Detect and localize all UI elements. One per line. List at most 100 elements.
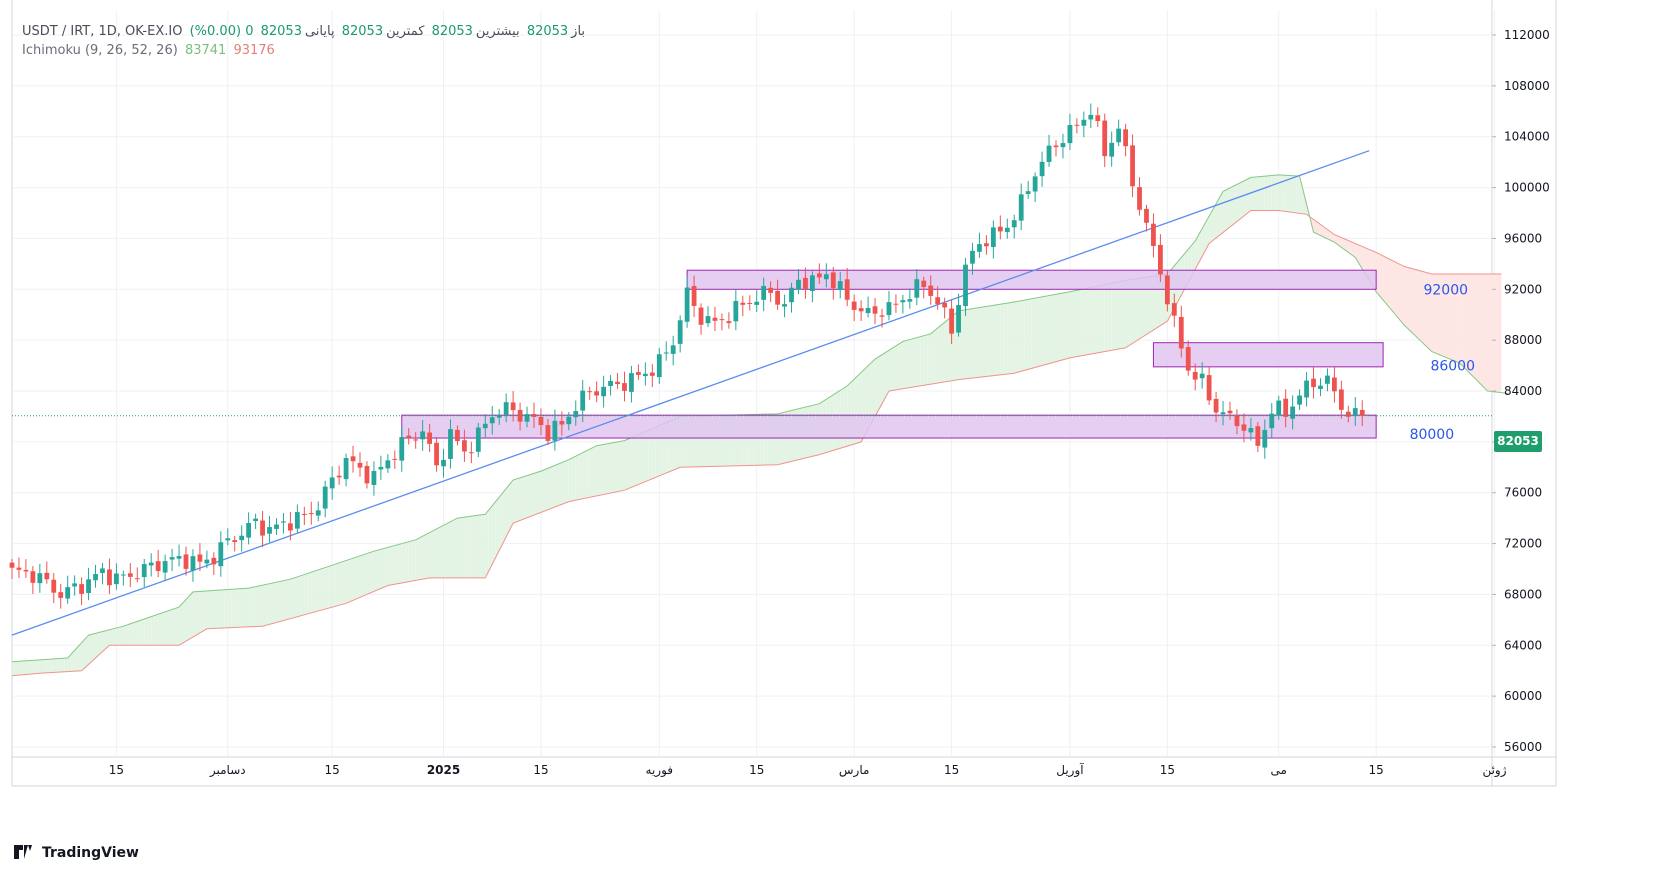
cloud-segment (527, 474, 531, 518)
candle-body (503, 402, 509, 415)
level-label[interactable]: 92000 (1423, 282, 1468, 298)
candle-body (935, 297, 941, 305)
time-axis[interactable]: 15 دسامبر 15 2025 15 فوریه 15 مارس 15 آوریل 15 می 15… (109, 762, 1507, 778)
cloud-segment (899, 341, 903, 390)
candle-body (58, 592, 64, 598)
symbol-line[interactable]: USDT / IRT, 1D, OK-EX.IO (22, 24, 183, 39)
candle-body (594, 391, 600, 396)
price-zone-rect[interactable] (1152, 342, 1384, 368)
cloud-segment (335, 562, 340, 607)
price-zone-rect[interactable] (686, 269, 1377, 290)
cloud-segment (554, 463, 559, 508)
candle-body (997, 226, 1003, 232)
cloud-segment (1348, 240, 1352, 255)
cloud-segment (297, 575, 301, 617)
candle-body (127, 573, 133, 577)
cloud-segment (1431, 274, 1436, 354)
cloud-segment (300, 574, 305, 616)
cloud-segment (1066, 291, 1070, 359)
cloud-segment (875, 356, 879, 417)
candle-body (1158, 244, 1163, 275)
candle-body (1213, 398, 1219, 413)
cloud-segment (1216, 197, 1220, 239)
candle-body (1095, 115, 1101, 122)
candle-body (1074, 124, 1080, 126)
level-labels: 92000 86000 80000 (1410, 282, 1475, 443)
cloud-segment (1323, 226, 1328, 239)
price-tick-label: 96000 (1504, 231, 1542, 245)
cloud-segment (485, 510, 489, 578)
cloud-segment (993, 304, 997, 376)
cloud-segment (224, 589, 228, 628)
candle-body (148, 562, 154, 566)
indicator-name[interactable]: Ichimoku (9, 26, 52, 26) (22, 43, 178, 58)
candle-body (886, 302, 892, 316)
level-label[interactable]: 80000 (1410, 427, 1455, 443)
cloud-segment (1111, 282, 1116, 351)
cloud-segment (1268, 175, 1272, 211)
cloud-segment (1383, 255, 1387, 305)
candle-body (93, 573, 98, 581)
candle-body (803, 277, 808, 290)
cloud-segment (603, 443, 608, 495)
trendline-line[interactable] (11, 150, 1370, 636)
cloud-segment (1477, 274, 1481, 385)
cloud-segment (60, 658, 65, 672)
indicator-legend: Ichimoku (9, 26, 52, 26) 83741 93176 (22, 41, 588, 60)
price-tick-label: 104000 (1504, 130, 1550, 144)
cloud-segment (67, 654, 72, 672)
candle-body (23, 569, 29, 572)
cloud-segment (453, 518, 458, 578)
cloud-segment (1358, 244, 1363, 269)
candle-body (183, 554, 189, 569)
cloud-segment (210, 590, 214, 629)
cloud-segment (398, 543, 402, 584)
candle-body (364, 465, 370, 484)
cloud-segment (109, 628, 113, 646)
cloud-segment (186, 595, 190, 642)
cloud-segment (506, 484, 510, 537)
candle-body (1053, 145, 1059, 148)
cloud-segment (175, 607, 180, 646)
cloud-segment (231, 589, 235, 628)
candle-body (350, 456, 356, 462)
tradingview-logo-icon (14, 845, 32, 859)
cloud-segment (85, 635, 89, 668)
brand-footer[interactable]: TradingView (14, 845, 139, 861)
cloud-segment (1379, 254, 1384, 301)
cloud-segment (1362, 246, 1366, 275)
candle-body (169, 557, 175, 560)
cloud-segment (1275, 174, 1279, 211)
candle-body (1137, 187, 1142, 210)
cloud-segment (1282, 175, 1286, 212)
cloud-segment (1484, 274, 1488, 391)
trendline[interactable] (11, 150, 1370, 636)
candle-body (253, 518, 258, 522)
cloud-segment (387, 546, 392, 586)
cloud-segment (631, 436, 635, 488)
cloud-segment (339, 561, 343, 606)
candle-body (120, 574, 126, 576)
cloud-segment (1410, 268, 1415, 335)
level-label[interactable]: 86000 (1430, 359, 1475, 375)
cloud-segment (600, 444, 604, 496)
ichimoku-cloud (11, 174, 1509, 677)
cloud-segment (1090, 286, 1095, 355)
cloud-segment (1299, 176, 1304, 214)
cloud-segment (1317, 221, 1321, 236)
cloud-segment (203, 590, 207, 631)
candle-body (86, 579, 91, 594)
low-value: 82053 (341, 24, 384, 39)
cloud-segment (969, 308, 973, 379)
cloud-segment (262, 584, 267, 627)
cloud-segment (481, 514, 486, 578)
candle-body (984, 243, 989, 247)
cloud-segment (575, 454, 580, 501)
candle-body (204, 559, 210, 564)
candle-body (823, 274, 829, 280)
cloud-segment (516, 477, 521, 522)
candle-body (789, 287, 794, 303)
cloud-segment (25, 660, 30, 675)
price-axis[interactable]: 5600060000640006800072000760008000084000… (1492, 28, 1550, 754)
